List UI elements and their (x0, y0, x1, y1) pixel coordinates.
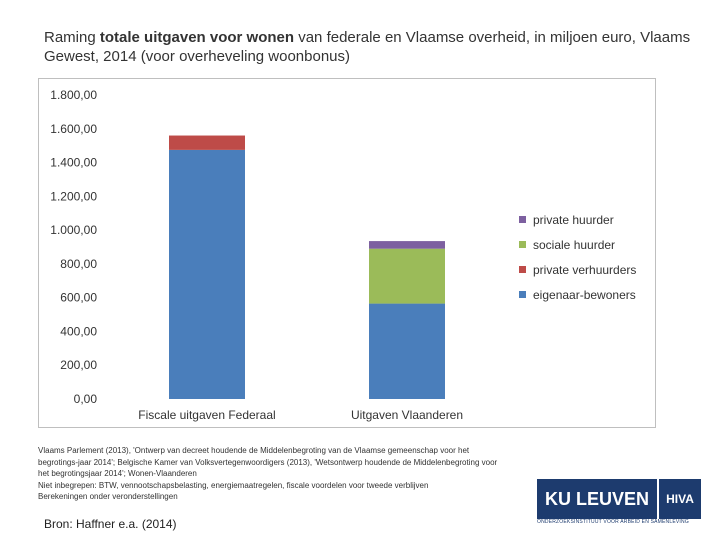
x-category-label: Uitgaven Vlaanderen (351, 408, 463, 422)
legend-label: private verhuurders (533, 263, 636, 277)
bar-segment-eigenaar-bewoners (169, 149, 245, 399)
note-line: Niet inbegrepen: BTW, vennootschapsbelas… (38, 480, 429, 490)
note-line: begrotings-jaar 2014'; Belgische Kamer v… (38, 457, 498, 467)
y-tick-label: 200,00 (60, 358, 97, 372)
y-tick-label: 0,00 (74, 392, 98, 406)
legend-label: sociale huurder (533, 238, 615, 252)
legend-swatch (519, 266, 526, 273)
y-tick-label: 1.600,00 (50, 122, 97, 136)
legend-swatch (519, 291, 526, 298)
title-prefix: Raming (44, 29, 100, 46)
y-tick-label: 800,00 (60, 257, 97, 271)
source-citation: Bron: Haffner e.a. (2014) (44, 517, 177, 531)
y-tick-label: 400,00 (60, 324, 97, 338)
logo-subtitle: ONDERZOEKSINSTITUUT VOOR ARBEID EN SAMEN… (537, 519, 689, 525)
legend-swatch (519, 241, 526, 248)
bar-segment-eigenaar-bewoners (369, 303, 445, 399)
y-tick-label: 1.200,00 (50, 189, 97, 203)
bar-segment-sociale-huurder (369, 248, 445, 304)
chart-area: 0,00 200,00 400,00 600,00 800,00 1.000,00 1.20… (38, 78, 656, 428)
y-tick-label: 1.800,00 (50, 88, 97, 102)
hiva-logo-text: HIVA (659, 479, 701, 519)
bar-segment-private-verhuurders (169, 135, 245, 150)
title-bold: totale uitgaven voor wonen (99, 29, 295, 46)
ku-leuven-logo-text: KU LEUVEN (537, 479, 657, 519)
note-line: het begrotingsjaar 2014'; Wonen-Vlaander… (38, 469, 197, 478)
legend-swatch (519, 216, 526, 223)
title-suffix: van federale en Vlaamse overheid, in mil… (44, 29, 691, 65)
y-tick-label: 1.400,00 (50, 156, 97, 170)
x-category-label: Fiscale uitgaven Federaal (138, 408, 275, 422)
source-notes: Vlaams Parlement (2013), 'Ontwerp van de… (38, 445, 578, 503)
y-tick-label: 1.000,00 (50, 223, 97, 237)
stacked-bar-chart: 0,00 200,00 400,00 600,00 800,00 1.000,00 1.20… (50, 88, 636, 422)
ku-leuven-hiva-logo: KU LEUVEN HIVA ONDERZOEKSINSTITUUT VOOR … (533, 475, 703, 527)
note-line: Vlaams Parlement (2013), 'Ontwerp van de… (38, 446, 470, 455)
note-line: Berekeningen onder veronderstellingen (38, 492, 178, 501)
bar-segment-private-huurder (369, 241, 445, 249)
legend-label: eigenaar-bewoners (533, 288, 636, 302)
chart-title: Raming totale uitgaven voor wonen van fe… (44, 28, 704, 66)
legend-label: private huurder (533, 213, 614, 227)
y-tick-label: 600,00 (60, 291, 97, 305)
